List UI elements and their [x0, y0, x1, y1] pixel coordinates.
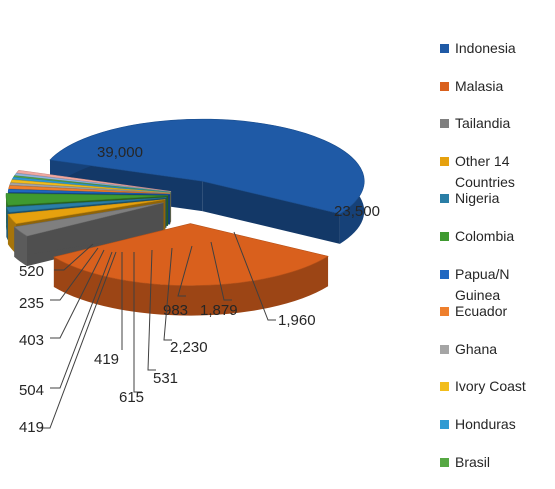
slice-top-unnamed-12 [14, 172, 171, 193]
legend-item-papua-n-guinea: Papua/N Guinea [440, 264, 552, 303]
data-label-colombia: 2,230 [170, 339, 208, 356]
data-label-malasia: 23,500 [334, 203, 380, 220]
leader-line-ivory-coast [50, 251, 113, 389]
slice-top-ghana [9, 182, 171, 194]
leader-line-brasil [50, 247, 99, 301]
legend-label: Indonesia [455, 40, 516, 56]
legend-label: Malasia [455, 77, 504, 94]
legend-label: Nigeria [455, 190, 500, 207]
leader-line-honduras [50, 249, 105, 339]
leader-line-tailandia [233, 231, 276, 321]
legend-item-nigeria: Nigeria [440, 188, 552, 226]
data-label-papua-n-guinea: 531 [153, 370, 178, 387]
legend-label: Honduras [455, 415, 516, 432]
legend-item-colombia: Colombia [440, 226, 552, 264]
slice-top-indonesia [49, 118, 365, 215]
data-label-other-14-countries: 1,879 [200, 302, 238, 319]
leader-line-papua-n-guinea [147, 249, 156, 371]
pie-plot-area: 39,000 23,500 1,960 1,879 983 2,230 531 615 419 5… [5, 118, 380, 436]
data-label-unnamed-13: 520 [19, 263, 44, 280]
legend-label: Brasil [455, 453, 491, 470]
legend-item-honduras: Honduras [440, 414, 552, 452]
legend-label: Ghana [455, 340, 498, 357]
slice-tailandia [13, 202, 164, 267]
legend-swatch [440, 344, 449, 354]
legend-swatch [440, 269, 449, 279]
slice-top-ivory-coast [10, 179, 171, 194]
data-label-nigeria: 983 [163, 302, 188, 319]
data-label-tailandia: 1,960 [278, 312, 316, 329]
legend-swatch [440, 194, 449, 204]
slice-top-other-14-countries [7, 199, 166, 225]
legend-item-tailandia: Tailandia [440, 113, 552, 151]
data-label-unnamed-12: 419 [19, 419, 44, 436]
slice-top-nigeria [5, 197, 167, 213]
data-label-ecuador: 615 [119, 389, 144, 406]
leader-line-other-14-countries [210, 241, 232, 301]
legend-swatch [440, 119, 449, 129]
legend-swatch [440, 231, 449, 241]
legend-swatch [440, 307, 449, 317]
legend-swatch [440, 44, 449, 53]
legend-label: Tailandia [455, 115, 511, 132]
legend-item-malasia: Malasia [440, 76, 552, 114]
slice-top-ecuador [8, 185, 171, 195]
data-label-ghana: 419 [94, 351, 119, 368]
legend-label: Ecuador [455, 303, 508, 320]
legend-item-ghana: Ghana [440, 339, 552, 377]
legend-item-ivory-coast: Ivory Coast [440, 376, 552, 414]
data-label-ivory-coast: 504 [19, 382, 44, 399]
slice-top-unnamed-13 [15, 169, 172, 192]
leader-line-ecuador [133, 252, 142, 393]
slice-top-honduras [11, 176, 171, 193]
legend-label: Colombia [455, 227, 515, 244]
leader-line-unnamed-12 [40, 251, 117, 429]
legend-item-brasil: Brasil [440, 452, 552, 489]
legend-swatch [440, 457, 449, 467]
legend-swatch [440, 81, 449, 91]
legend-swatch [440, 156, 449, 166]
slice-top-papua-n-guinea [7, 188, 171, 195]
data-label-honduras: 403 [19, 332, 44, 349]
data-label-brasil: 235 [19, 295, 44, 312]
leader-line-nigeria [177, 245, 193, 297]
legend: Indonesia Malasia Tailandia Other 14 Countr… [440, 38, 552, 489]
slice-top-brasil [13, 175, 171, 193]
leader-line-colombia [163, 247, 173, 341]
legend-swatch [440, 419, 449, 429]
legend-label: Ivory Coast [455, 378, 526, 395]
leader-line-unnamed-13 [54, 243, 94, 271]
legend-item-other-14-countries: Other 14 Countries [440, 151, 552, 190]
legend-swatch [440, 382, 449, 392]
slice-top-colombia [5, 193, 169, 206]
legend-label: Other 14 Countries [455, 152, 515, 190]
data-label-indonesia: 39,000 [97, 144, 143, 161]
legend-label: Papua/N Guinea [455, 265, 510, 303]
legend-item-indonesia: Indonesia [440, 38, 552, 76]
slice-top-tailandia [13, 202, 164, 237]
legend-item-ecuador: Ecuador [440, 301, 552, 339]
